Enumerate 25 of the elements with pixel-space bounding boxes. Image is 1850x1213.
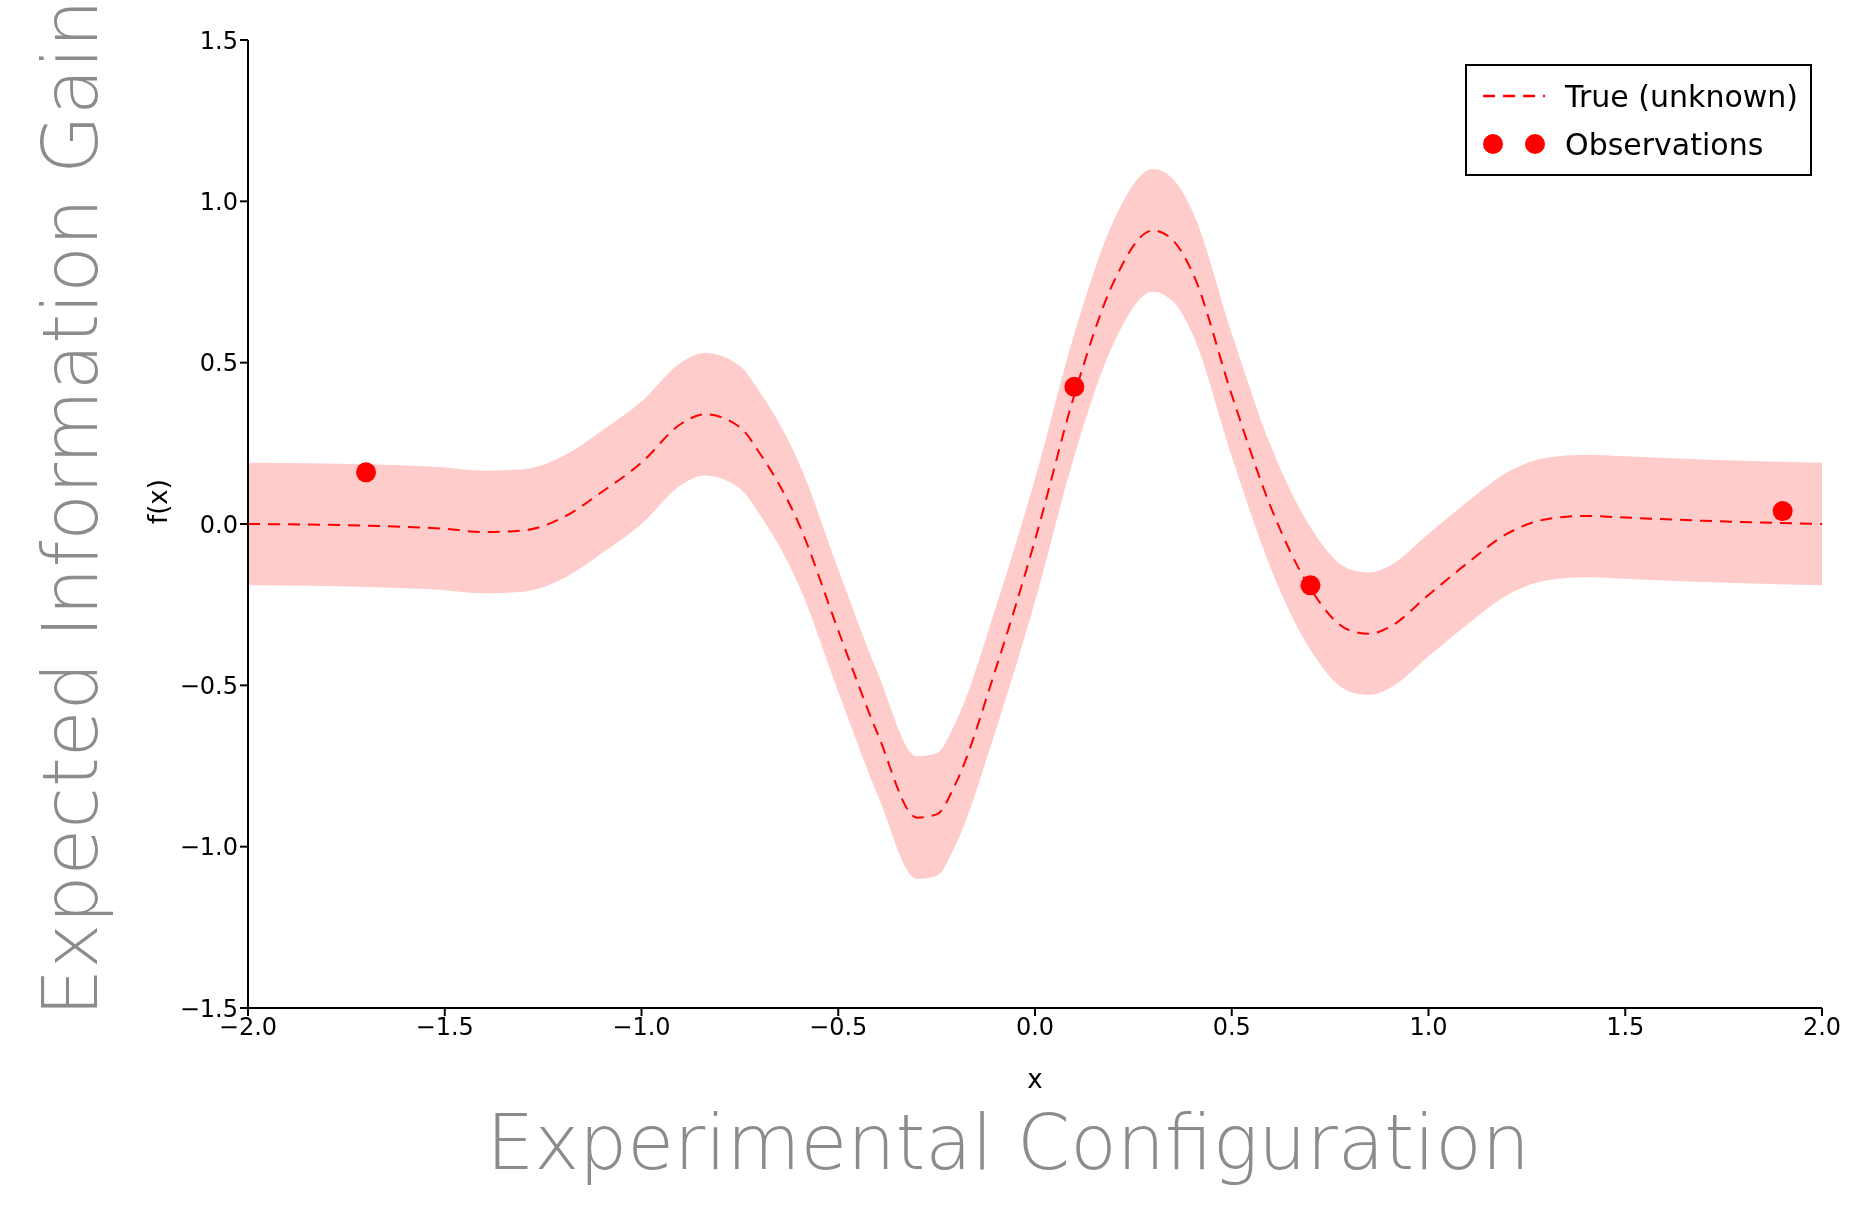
horizontal-caption: Experimental Configuration [486, 1098, 1530, 1187]
line-series [248, 229, 1822, 819]
x-tick-label: 2.0 [1802, 1013, 1842, 1042]
x-tick-label: 1.0 [1409, 1013, 1448, 1042]
x-tick-label: −1.0 [612, 1013, 671, 1042]
x-tick-label: −0.5 [809, 1013, 868, 1042]
y-tick-label: 0.0 [199, 510, 238, 539]
vertical-caption: Expected Information Gain [25, 0, 115, 1017]
legend-label: Observations [1565, 126, 1764, 162]
x-tick-label: 0.0 [1015, 1013, 1055, 1042]
y-tick-label: −1.0 [179, 833, 238, 862]
point [1300, 575, 1321, 596]
y-tick-label: 0.5 [199, 349, 238, 378]
x-axis-title: x [1027, 1064, 1043, 1094]
point [1064, 376, 1085, 397]
x-tick-label: 0.5 [1212, 1013, 1251, 1042]
point [1772, 501, 1793, 522]
point [356, 462, 377, 483]
x-tick-label: −1.5 [415, 1013, 474, 1042]
y-tick-label: 1.5 [199, 26, 238, 55]
y-tick-label: −0.5 [179, 671, 238, 700]
legend-label: True (unknown) [1565, 78, 1798, 114]
y-axis-title: f(x) [143, 479, 174, 524]
y-tick-label: 1.0 [199, 187, 238, 216]
x-tick-label: 1.5 [1606, 1013, 1645, 1042]
